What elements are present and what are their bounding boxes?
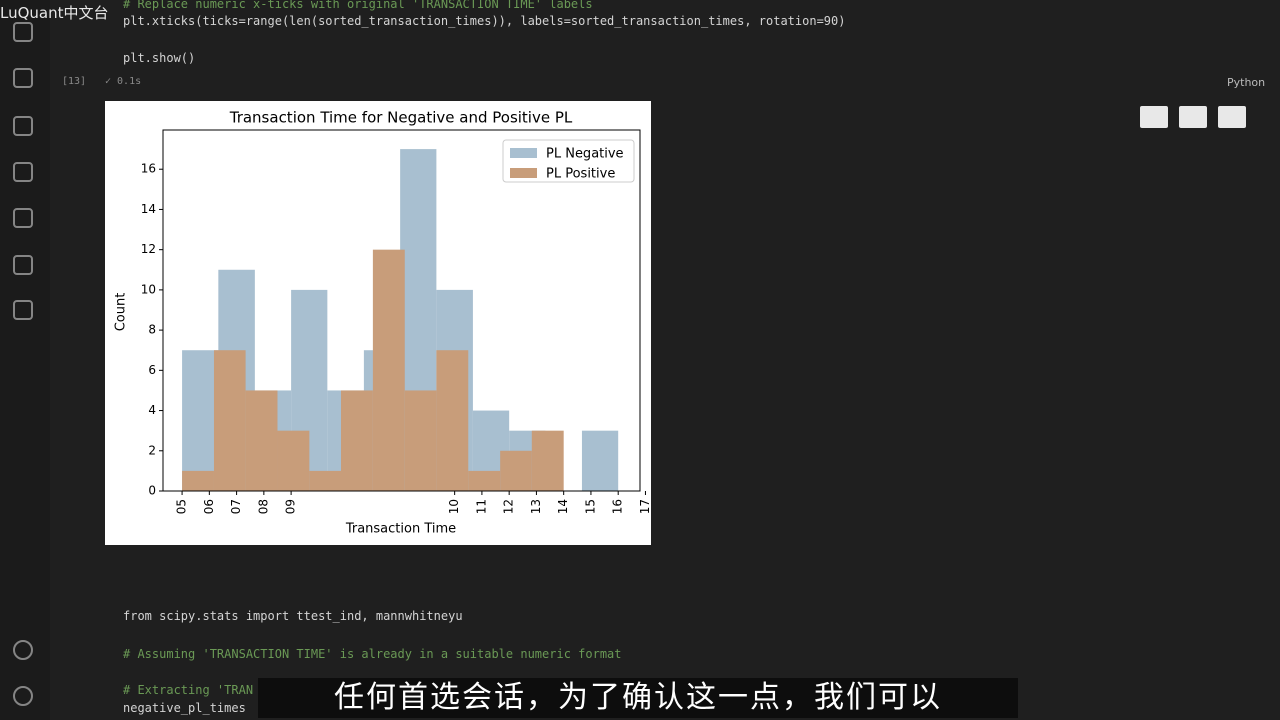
legend-label: PL Positive	[546, 167, 615, 182]
y-tick-label: 2	[148, 443, 156, 457]
plot-frame	[162, 129, 641, 492]
histogram-bar	[213, 350, 246, 491]
histogram-bar	[182, 470, 214, 491]
histogram-bar	[372, 249, 405, 491]
x-tick-label: 07	[229, 499, 243, 514]
y-tick-label: 0	[148, 484, 156, 498]
histogram-bar	[245, 390, 278, 491]
cell-number: [13]	[62, 76, 87, 87]
brand: LuQuant	[0, 4, 64, 22]
histogram-bar	[436, 350, 469, 491]
x-tick-label: 06	[202, 499, 216, 514]
language[interactable]: Python	[1227, 76, 1266, 89]
code-line: plt.xticks(ticks=range(len(sorted_transa…	[123, 14, 846, 28]
code-line: plt.show()	[123, 51, 196, 65]
output-button[interactable]	[1179, 106, 1207, 128]
x-tick-label: 09	[284, 499, 298, 514]
x-tick-label: 10	[447, 499, 461, 514]
x-tick-label: 14	[556, 499, 570, 514]
icon[interactable]	[13, 22, 33, 42]
y-tick-label: 16	[141, 162, 156, 176]
x-tick-label: 05	[175, 499, 189, 514]
code-line: # Replace numeric x-ticks with original …	[123, 0, 593, 11]
chart: Transaction Time for Negative and Positi…	[105, 101, 651, 545]
icon[interactable]	[13, 208, 33, 228]
x-tick-label: 16	[611, 499, 625, 514]
legend-swatch	[510, 148, 537, 158]
icon[interactable]	[13, 68, 33, 88]
y-tick-label: 4	[148, 403, 156, 417]
histogram-bar	[581, 430, 619, 491]
x-tick-label: 12	[502, 499, 516, 514]
chart-title: Transaction Time for Negative and Positi…	[229, 109, 573, 127]
y-tick-label: 10	[141, 282, 156, 296]
output-button[interactable]	[1140, 106, 1168, 128]
histogram-bar	[404, 390, 437, 491]
histogram-bar	[340, 390, 373, 491]
icon[interactable]	[13, 162, 33, 182]
output-button[interactable]	[1218, 106, 1246, 128]
x-tick-label: 17	[638, 499, 651, 514]
x-tick-label: 13	[529, 499, 543, 514]
legend-swatch	[510, 168, 537, 178]
x-tick-label: 08	[256, 499, 270, 514]
settings-icon[interactable]	[13, 686, 33, 706]
y-tick-label: 8	[148, 323, 156, 337]
y-axis-label: Count	[114, 293, 129, 332]
y-tick-label: 6	[148, 363, 156, 377]
histogram-bar	[468, 470, 501, 491]
icon[interactable]	[13, 116, 33, 136]
y-tick-label: 14	[141, 202, 156, 216]
y-tick-label: 12	[141, 242, 156, 256]
cell-time: ✓ 0.1s	[105, 76, 142, 87]
brand-suffix: 中文台	[63, 4, 109, 22]
watermark: LuQuant中文台	[0, 2, 109, 23]
code-line: # Extracting 'TRAN	[123, 683, 254, 697]
x-tick-label: 11	[474, 499, 488, 514]
legend-label: PL Negative	[546, 147, 624, 162]
code-line: # Assuming 'TRANSACTION TIME' is already…	[123, 647, 622, 661]
histogram-bar	[277, 430, 310, 491]
icon[interactable]	[13, 255, 33, 275]
code-line: from scipy.stats import ttest_ind, mannw…	[123, 609, 463, 623]
histogram-bar	[500, 450, 532, 491]
x-tick-label: 15	[583, 499, 597, 514]
code-line: negative_pl_times	[123, 701, 246, 715]
activity-bar	[0, 0, 50, 720]
x-axis-label: Transaction Time	[345, 522, 456, 537]
subtitle: 任何首选会话，为了确认这一点，我们可以	[258, 678, 1018, 718]
histogram-bar	[182, 350, 219, 491]
icon[interactable]	[13, 300, 33, 320]
account-icon[interactable]	[13, 640, 33, 660]
histogram-bar	[309, 470, 341, 491]
histogram-bar	[531, 430, 564, 491]
